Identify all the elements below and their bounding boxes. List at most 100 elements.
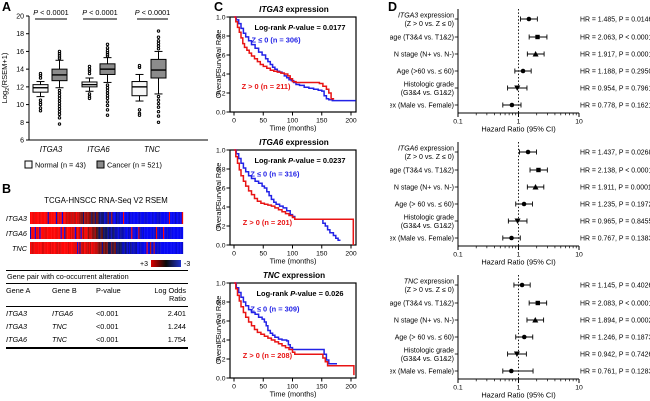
svg-text:10: 10 <box>575 252 583 259</box>
forest-row: Histologic grade(G3&4 vs. G1&2) <box>401 215 458 230</box>
km-series-label: Z > 0 (n = 201) <box>243 218 293 227</box>
svg-text:1: 1 <box>517 252 521 259</box>
panel-label-b: B <box>2 182 12 196</box>
forest-annotation: HR = 0.942, P = 0.7426 <box>580 352 650 359</box>
legend-label: Cancer (n = 521) <box>107 161 162 170</box>
forest-row: Sex (Male vs. Female) <box>384 369 458 376</box>
svg-text:10: 10 <box>575 385 583 392</box>
table-header: Gene A Gene B P-value Log Odds Ratio <box>6 283 188 308</box>
svg-text:0.6: 0.6 <box>216 52 226 59</box>
forest-annotation: HR = 1.485, P = 0.0146 <box>580 17 650 24</box>
svg-text:50: 50 <box>259 251 267 258</box>
svg-text:10: 10 <box>575 119 583 126</box>
svg-text:150: 150 <box>316 384 328 391</box>
col-gene-a: Gene A <box>6 285 31 295</box>
svg-text:8: 8 <box>20 120 24 127</box>
km-x-axis-label: Time (months) <box>270 257 317 266</box>
forest-annotation: HR = 1.145, P = 0.4026 <box>580 283 650 290</box>
forest-marker <box>514 85 521 91</box>
forest-marker <box>509 368 514 374</box>
svg-text:Sex (Male vs. Female): Sex (Male vs. Female) <box>390 369 454 376</box>
table-cell: <0.001 <box>96 335 119 345</box>
svg-text:16: 16 <box>16 49 24 56</box>
km-title: ITGA6 expression <box>259 138 329 147</box>
forest-x-axis-label: Hazard Ratio (95% CI) <box>481 125 555 134</box>
km-title: ITGA3 expression <box>259 5 329 14</box>
svg-text:0.0: 0.0 <box>216 242 226 249</box>
forest-row: ITGA6 expression(Z > 0 vs. Z ≤ 0) <box>398 146 458 161</box>
svg-text:0.2: 0.2 <box>216 223 226 230</box>
svg-text:(G3&4 vs. G1&2): (G3&4 vs. G1&2) <box>401 223 454 230</box>
cooccurrence-table: Gene pair with co-occurrent alteration G… <box>6 270 188 350</box>
svg-text:0: 0 <box>232 251 236 258</box>
km-curve-z-high <box>234 149 355 245</box>
p-value-label: P < 0.0001 <box>135 8 171 17</box>
heatmap-title: TCGA-HNSCC RNA-Seq V2 RSEM <box>44 196 167 205</box>
forest-annotation: HR = 0.778, P = 0.1621 <box>580 103 650 110</box>
table-cell: <0.001 <box>96 308 119 318</box>
svg-text:0: 0 <box>232 384 236 391</box>
heatmap-row-tnc: TNC <box>12 242 184 254</box>
table-cell: ITGA6 <box>52 308 74 318</box>
svg-text:200: 200 <box>345 118 357 125</box>
svg-text:Age (>60 vs. ≤ 60): Age (>60 vs. ≤ 60) <box>397 69 454 76</box>
forest-marker <box>520 68 526 74</box>
km-x-axis-label: Time (months) <box>270 124 317 133</box>
table-cell: TNC <box>52 322 67 332</box>
panel-d-forest-itga6: 0.1 1 10 Hazard Ratio (95% CI) ITGA6 express… <box>378 133 650 271</box>
svg-text:0.1: 0.1 <box>453 119 463 126</box>
panel-label-a: A <box>2 0 12 14</box>
forest-annotation: HR = 1.246, P = 0.1873 <box>580 335 650 342</box>
legend-swatch <box>96 160 105 169</box>
forest-row: N stage (N+ vs. N-) <box>394 185 458 192</box>
forest-annotation: HR = 0.767, P = 0.1383 <box>580 236 650 243</box>
forest-annotation: HR = 2.083, P < 0.0001 <box>580 301 650 308</box>
km-series-label: Z > 0 (n = 208) <box>243 351 293 360</box>
forest-row: Age (> 60 vs. ≤ 60) <box>395 335 458 342</box>
svg-text:TNC expression: TNC expression <box>404 279 454 286</box>
panel-label-c: C <box>214 0 224 14</box>
heatmap-row-itga6: ITGA6 <box>6 227 184 239</box>
svg-text:0: 0 <box>232 118 236 125</box>
km-series-label: Z > 0 (n = 211) <box>242 82 291 91</box>
svg-text:0.2: 0.2 <box>216 356 226 363</box>
colorbar-max-label: +3 <box>140 261 148 268</box>
km-curve-z-low <box>234 149 341 242</box>
boxplot-axes <box>26 15 208 141</box>
table-cell: TNC <box>52 335 67 345</box>
km-curve-z-high <box>234 282 355 376</box>
svg-text:T stage (T3&4 vs. T1&2): T stage (T3&4 vs. T1&2) <box>390 168 454 175</box>
forest-marker <box>513 351 520 357</box>
table-title: Gene pair with co-occurrent alteration <box>6 270 188 283</box>
forest-marker <box>509 235 514 241</box>
svg-text:(G3&4 vs. G1&2): (G3&4 vs. G1&2) <box>401 356 454 363</box>
svg-text:14: 14 <box>16 67 24 74</box>
forest-marker <box>536 167 541 173</box>
table-cell: ITGA3 <box>6 322 28 332</box>
boxplot-svg: 6 8 10 12 14 16 18 20 Log2(RSEM+1) P < 0.0001 P < … <box>0 8 208 170</box>
svg-text:Histologic grade: Histologic grade <box>404 348 454 355</box>
forest-marker <box>532 317 539 323</box>
box-cancer-itga3 <box>51 49 68 126</box>
km-logrank-annotation: Log-rank P-value = 0.0177 <box>255 23 346 32</box>
forest-annotation: HR = 1.437, P = 0.0268 <box>580 150 650 157</box>
p-value-label: P < 0.0001 <box>33 8 69 17</box>
forest-annotation: HR = 0.954, P = 0.7961 <box>580 86 650 93</box>
forest-row: ITGA3 expression(Z > 0 vs. Z ≤ 0) <box>398 13 458 28</box>
svg-text:50: 50 <box>259 118 267 125</box>
heatmap-row-itga3: ITGA3 <box>6 212 184 224</box>
forest-row: Sex (Male vs. Female) <box>384 236 458 243</box>
forest-row: TNC expression(Z > 0 vs. Z ≤ 0) <box>404 279 458 294</box>
km-logrank-annotation: Log-rank P-value = 0.026 <box>257 289 344 298</box>
colorbar <box>151 260 181 267</box>
svg-text:0.0: 0.0 <box>216 375 226 382</box>
table-cell: ITGA6 <box>6 335 28 345</box>
svg-text:Histologic grade: Histologic grade <box>404 215 454 222</box>
svg-text:1.0: 1.0 <box>216 147 226 154</box>
svg-text:T stage (T3&4 vs. T1&2): T stage (T3&4 vs. T1&2) <box>390 301 454 308</box>
forest-row: N stage (N+ vs. N-) <box>394 318 458 325</box>
forest-marker <box>519 282 525 288</box>
svg-text:150: 150 <box>316 251 328 258</box>
forest-annotation: HR = 1.188, P = 0.2950 <box>580 69 650 76</box>
